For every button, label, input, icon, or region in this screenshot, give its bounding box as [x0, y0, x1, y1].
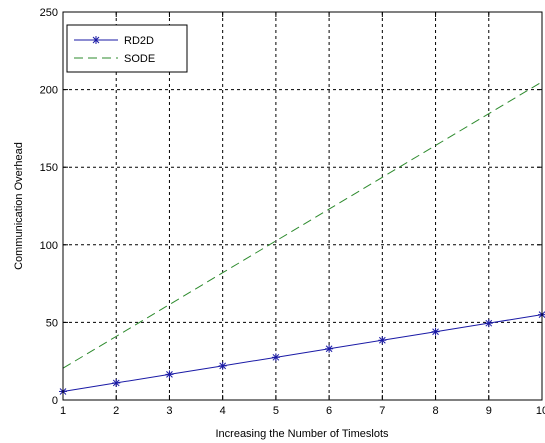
legend-label-sode: SODE [124, 53, 155, 65]
legend-items: RD2D SODE [74, 35, 155, 65]
y-tick-label: 0 [52, 395, 58, 407]
y-tick-label: 150 [40, 162, 58, 174]
x-tick-label: 6 [326, 405, 332, 417]
data-point-rd2d [484, 319, 493, 328]
legend: RD2D SODE [66, 24, 188, 73]
legend-label-rd2d: RD2D [124, 35, 154, 47]
grid [63, 12, 542, 400]
plot-frame [62, 11, 543, 401]
legend-marker-rd2d [92, 36, 100, 44]
data-point-rd2d [378, 336, 387, 345]
x-tick-label: 10 [536, 405, 545, 417]
series-line-sode [62, 81, 543, 369]
data-point-rd2d [218, 361, 227, 370]
series-line-rd2d [62, 314, 543, 392]
y-tick-label: 250 [40, 7, 58, 19]
x-tick-label: 3 [166, 405, 172, 417]
x-tick-label: 9 [486, 405, 492, 417]
data-point-rd2d [112, 378, 121, 387]
plot-area [63, 12, 542, 400]
data-point-rd2d [165, 370, 174, 379]
x-axis-label: Increasing the Number of Timeslots [215, 428, 389, 440]
legend-box [66, 24, 188, 73]
y-axis-label: Communication Overhead [13, 142, 25, 270]
series-layer [59, 81, 545, 396]
x-tick-label: 7 [379, 405, 385, 417]
ticks: 12345678910050100150200250 [40, 7, 545, 417]
data-point-rd2d [271, 353, 280, 362]
x-tick-label: 8 [432, 405, 438, 417]
x-tick-label: 4 [220, 405, 226, 417]
y-tick-label: 50 [46, 317, 58, 329]
y-tick-label: 100 [40, 240, 58, 252]
x-tick-label: 2 [113, 405, 119, 417]
data-point-rd2d [325, 344, 334, 353]
data-point-rd2d [431, 327, 440, 336]
x-tick-label: 5 [273, 405, 279, 417]
y-tick-label: 200 [40, 85, 58, 97]
x-tick-label: 1 [60, 405, 66, 417]
